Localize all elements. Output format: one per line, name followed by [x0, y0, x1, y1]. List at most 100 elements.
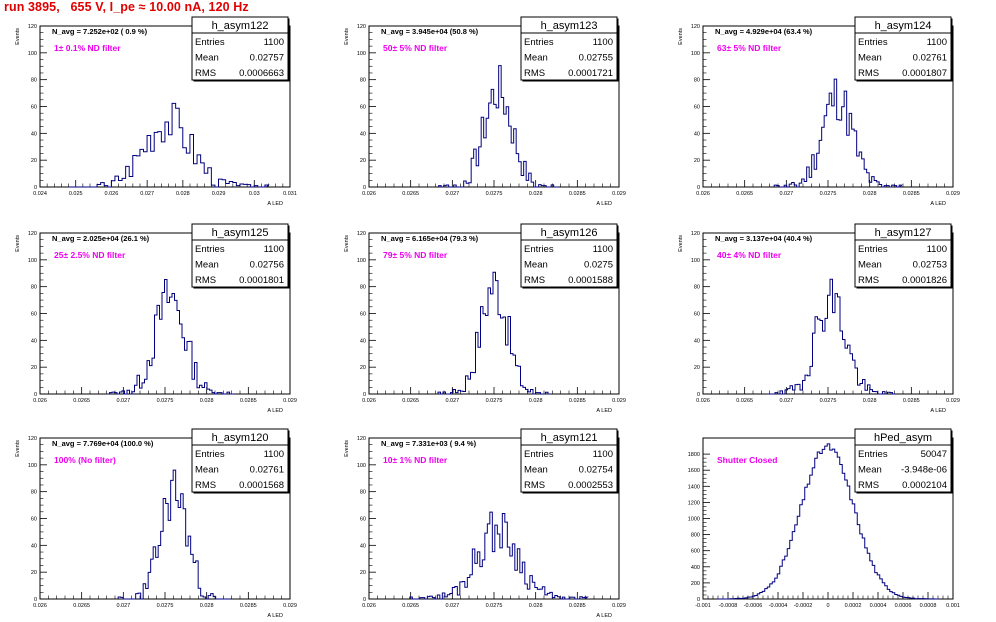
stats-value: 1100 — [264, 37, 284, 48]
x-tick-label: 0.026 — [696, 398, 710, 404]
histogram-series — [716, 443, 940, 600]
x-tick-label: 0.029 — [612, 603, 626, 609]
x-tick-label: 0.0285 — [240, 603, 257, 609]
y-tick-label: 100 — [691, 51, 700, 57]
stats-value: 0.0001807 — [902, 68, 947, 79]
x-axis-title: A LED — [267, 613, 283, 619]
histogram-name: h_asym122 — [212, 20, 269, 32]
y-tick-label: 60 — [31, 312, 37, 318]
navg-label: N_avg = 6.165e+04 (79.3 %) — [381, 234, 479, 243]
stats-value: -3.948e-06 — [901, 465, 947, 476]
y-tick-label: 20 — [694, 158, 700, 164]
x-tick-label: 0.0275 — [486, 191, 503, 197]
y-tick-label: 100 — [357, 463, 366, 469]
y-tick-label: 20 — [360, 158, 366, 164]
x-tick-label: 0.026 — [362, 191, 376, 197]
y-axis-title: Events — [15, 28, 21, 45]
stats-box — [191, 223, 289, 288]
stats-label: Entries — [195, 37, 225, 48]
y-tick-label: 60 — [694, 312, 700, 318]
y-tick-label: 600 — [691, 549, 700, 555]
histogram-name: h_asym120 — [212, 432, 269, 444]
x-tick-label: 0.0275 — [486, 603, 503, 609]
y-tick-label: 0 — [34, 185, 37, 191]
histogram-name: h_asym121 — [541, 432, 598, 444]
x-tick-label: 0.027 — [779, 398, 793, 404]
navg-label: N_avg = 7.769e+04 (100.0 %) — [52, 439, 154, 448]
stats-label: Entries — [858, 37, 888, 48]
x-tick-label: 0.03 — [249, 191, 260, 197]
y-tick-label: 0 — [363, 597, 366, 603]
histogram-series — [773, 78, 903, 188]
stats-label: Entries — [524, 449, 554, 460]
x-tick-label: 0.0275 — [486, 398, 503, 404]
x-tick-label: -0.0008 — [719, 603, 738, 609]
stats-value: 0.0002553 — [568, 480, 613, 491]
stats-value: 1100 — [927, 37, 947, 48]
stats-value: 0.0006663 — [239, 68, 284, 79]
stats-label: Mean — [195, 53, 219, 64]
y-axis-title: Events — [344, 440, 350, 457]
stats-value: 0.0275 — [584, 260, 613, 271]
x-tick-label: 0.0285 — [240, 398, 257, 404]
y-tick-label: 0 — [34, 597, 37, 603]
x-tick-label: 0.029 — [946, 398, 960, 404]
y-tick-label: 80 — [694, 78, 700, 84]
x-tick-label: 0.0285 — [569, 398, 586, 404]
stats-label: Mean — [524, 53, 548, 64]
x-tick-label: 0.028 — [200, 398, 214, 404]
x-tick-label: 0.0265 — [402, 191, 419, 197]
y-tick-label: 80 — [31, 285, 37, 291]
panel-h_asym120: 0 20 40 60 80 100 120 0.026 0.0265 0.027 0.0275 0.0… — [15, 428, 297, 619]
y-tick-label: 80 — [360, 78, 366, 84]
stats-label: RMS — [524, 275, 545, 286]
x-tick-label: 0.029 — [283, 398, 297, 404]
stats-value: 0.02761 — [913, 53, 947, 64]
y-tick-label: 200 — [691, 581, 700, 587]
y-tick-label: 40 — [360, 338, 366, 344]
panel-h_asym121: 0 20 40 60 80 100 120 0.026 0.0265 0.027 0.0275 0.0… — [344, 428, 626, 619]
x-tick-label: 0.0265 — [73, 398, 90, 404]
stats-value: 0.02753 — [913, 260, 947, 271]
y-tick-label: 800 — [691, 533, 700, 539]
y-tick-label: 0 — [363, 185, 366, 191]
histogram-name: h_asym124 — [875, 20, 932, 32]
filter-label: 63± 5% ND filter — [717, 43, 782, 53]
stats-label: Mean — [858, 53, 882, 64]
y-tick-label: 20 — [31, 158, 37, 164]
stats-value: 1100 — [264, 244, 284, 255]
x-axis-title: A LED — [267, 408, 283, 414]
panel-h_asym126: 0 20 40 60 80 100 120 0.026 0.0265 0.027 0.0275 0.0… — [344, 223, 626, 414]
stats-label: RMS — [195, 480, 216, 491]
stats-label: RMS — [858, 68, 879, 79]
x-axis-title: A LED — [596, 408, 612, 414]
stats-label: Entries — [195, 244, 225, 255]
x-tick-label: 0.0004 — [870, 603, 887, 609]
panel-h_asym123: 0 20 40 60 80 100 120 0.026 0.0265 0.027 0.0275 0.0… — [344, 16, 626, 207]
navg-label: N_avg = 7.252e+02 ( 0.9 %) — [52, 27, 148, 36]
stats-box — [520, 16, 618, 81]
stats-label: RMS — [524, 480, 545, 491]
navg-label: N_avg = 2.025e+04 (26.1 %) — [52, 234, 150, 243]
x-tick-label: 0.027 — [140, 191, 154, 197]
y-axis-title: Events — [344, 28, 350, 45]
stats-value: 0.0001801 — [239, 275, 284, 286]
filter-label: 10± 1% ND filter — [383, 455, 448, 465]
x-tick-label: 0.026 — [696, 191, 710, 197]
x-tick-label: -0.0004 — [769, 603, 788, 609]
y-tick-label: 0 — [363, 392, 366, 398]
y-tick-label: 0 — [697, 185, 700, 191]
x-tick-label: 0.028 — [176, 191, 190, 197]
navg-label: N_avg = 7.331e+03 ( 9.4 %) — [381, 439, 477, 448]
y-tick-label: 20 — [31, 365, 37, 371]
x-tick-label: 0.026 — [362, 398, 376, 404]
y-axis-title: Events — [15, 235, 21, 252]
x-tick-label: 0.027 — [779, 191, 793, 197]
x-tick-label: -0.0002 — [794, 603, 813, 609]
x-tick-label: 0.031 — [283, 191, 297, 197]
histogram-series — [767, 278, 895, 395]
x-tick-label: -0.0006 — [744, 603, 763, 609]
stats-label: RMS — [195, 275, 216, 286]
stats-value: 1100 — [593, 449, 613, 460]
stats-label: Mean — [195, 260, 219, 271]
